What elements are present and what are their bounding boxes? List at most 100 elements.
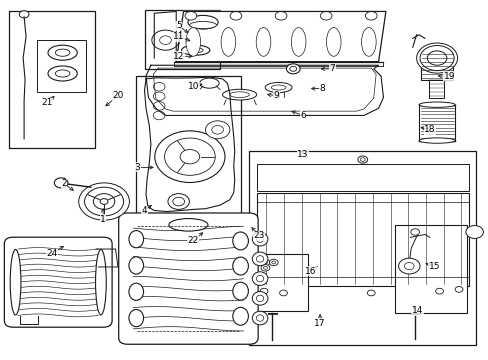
Circle shape — [261, 265, 269, 271]
Circle shape — [261, 259, 269, 266]
Text: 20: 20 — [112, 91, 123, 100]
Circle shape — [153, 92, 164, 101]
Bar — [256, 164, 468, 191]
Circle shape — [263, 261, 267, 264]
Circle shape — [84, 187, 123, 216]
Bar — [394, 225, 466, 313]
Ellipse shape — [55, 49, 70, 56]
Text: 10: 10 — [187, 82, 199, 91]
Ellipse shape — [256, 28, 270, 56]
Ellipse shape — [232, 307, 248, 325]
Ellipse shape — [256, 275, 263, 282]
Text: 19: 19 — [443, 72, 454, 81]
Bar — [256, 193, 468, 286]
Bar — [249, 151, 475, 345]
Ellipse shape — [418, 102, 454, 107]
Circle shape — [153, 111, 164, 120]
Circle shape — [153, 82, 164, 91]
Ellipse shape — [361, 28, 375, 56]
Text: 8: 8 — [319, 84, 325, 93]
Text: 5: 5 — [176, 21, 181, 30]
Circle shape — [454, 287, 462, 292]
Circle shape — [427, 51, 446, 65]
FancyBboxPatch shape — [119, 213, 258, 344]
Circle shape — [180, 149, 199, 164]
Ellipse shape — [221, 28, 235, 56]
Ellipse shape — [48, 45, 77, 60]
Ellipse shape — [232, 282, 248, 300]
Bar — [9, 12, 95, 148]
Circle shape — [435, 288, 443, 294]
Circle shape — [365, 12, 376, 20]
Text: 21: 21 — [41, 98, 53, 107]
Circle shape — [100, 199, 108, 204]
Text: 18: 18 — [423, 125, 435, 134]
Ellipse shape — [95, 249, 106, 315]
Text: 15: 15 — [428, 262, 440, 271]
Ellipse shape — [252, 272, 267, 285]
Ellipse shape — [189, 22, 216, 29]
Circle shape — [360, 158, 365, 161]
Text: 11: 11 — [173, 32, 184, 41]
Ellipse shape — [252, 311, 267, 325]
Ellipse shape — [232, 257, 248, 275]
Text: 3: 3 — [134, 163, 140, 172]
Circle shape — [357, 156, 367, 163]
Circle shape — [404, 262, 413, 270]
Bar — [144, 10, 220, 69]
Ellipse shape — [256, 236, 263, 242]
Ellipse shape — [48, 66, 77, 81]
Ellipse shape — [129, 230, 143, 248]
Ellipse shape — [252, 292, 267, 305]
Text: 12: 12 — [173, 52, 184, 61]
Ellipse shape — [129, 257, 143, 274]
Text: 24: 24 — [46, 249, 58, 258]
Ellipse shape — [271, 85, 285, 90]
Bar — [252, 253, 308, 311]
Circle shape — [279, 290, 287, 296]
Text: 7: 7 — [329, 64, 334, 73]
Circle shape — [153, 102, 164, 110]
Ellipse shape — [187, 15, 218, 29]
Ellipse shape — [291, 28, 305, 56]
Circle shape — [366, 290, 374, 296]
Text: 9: 9 — [273, 91, 279, 100]
Circle shape — [320, 12, 331, 20]
Circle shape — [275, 12, 286, 20]
Bar — [37, 40, 86, 92]
Circle shape — [260, 288, 267, 294]
Circle shape — [416, 43, 457, 73]
Circle shape — [465, 226, 483, 238]
Text: 22: 22 — [187, 237, 199, 246]
Circle shape — [167, 194, 189, 210]
Ellipse shape — [129, 283, 143, 300]
Circle shape — [79, 183, 129, 220]
Ellipse shape — [222, 89, 256, 100]
Ellipse shape — [264, 82, 291, 93]
Circle shape — [172, 197, 184, 206]
Ellipse shape — [252, 252, 267, 266]
Circle shape — [289, 66, 296, 71]
Circle shape — [184, 12, 196, 20]
Bar — [418, 105, 454, 140]
Bar — [428, 80, 444, 98]
Ellipse shape — [199, 78, 219, 88]
Text: 4: 4 — [142, 206, 147, 215]
FancyBboxPatch shape — [4, 237, 112, 327]
Circle shape — [286, 64, 300, 74]
Circle shape — [164, 138, 215, 175]
Ellipse shape — [10, 249, 21, 315]
Bar — [136, 76, 241, 216]
Text: 16: 16 — [304, 267, 315, 276]
Ellipse shape — [252, 232, 267, 246]
Circle shape — [230, 12, 242, 20]
Ellipse shape — [188, 48, 203, 53]
Ellipse shape — [55, 70, 70, 77]
Ellipse shape — [256, 256, 263, 262]
Circle shape — [152, 30, 179, 50]
Text: 23: 23 — [253, 231, 264, 240]
Ellipse shape — [168, 219, 207, 231]
Circle shape — [269, 259, 278, 266]
Text: 13: 13 — [297, 150, 308, 159]
Polygon shape — [176, 12, 385, 62]
